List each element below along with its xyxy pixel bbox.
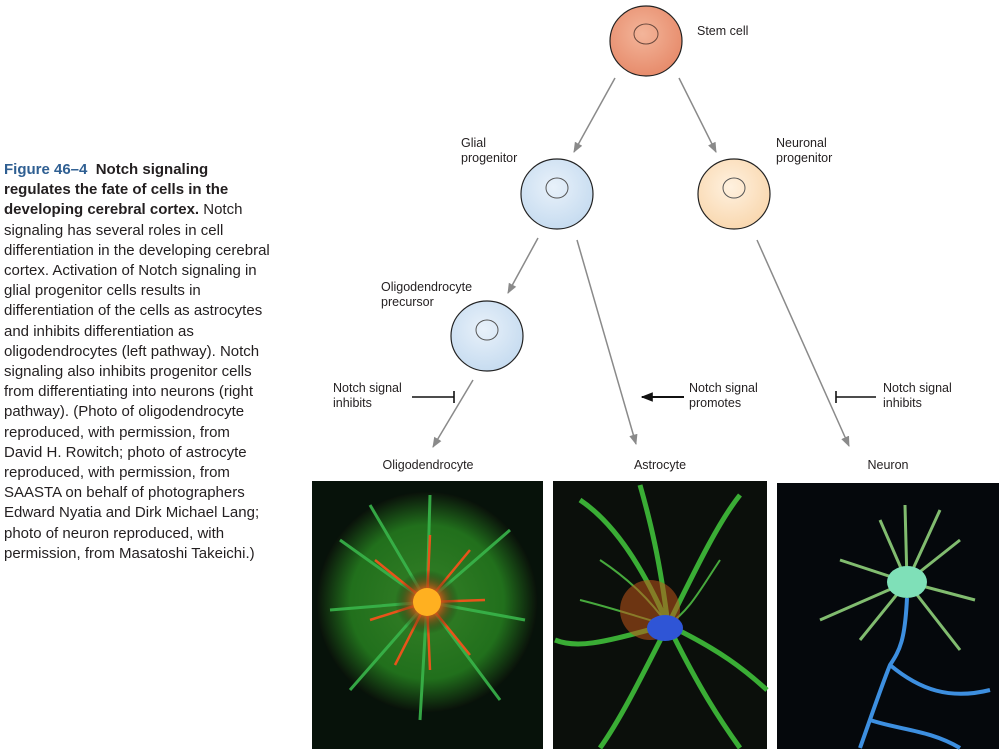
arrow-glial-to-astrocyte	[576, 239, 638, 446]
caption-body: Notch signaling has several roles in cel…	[4, 201, 270, 562]
figure-caption: Figure 46–4 Notch signaling regulates th…	[4, 160, 270, 564]
stem-cell-label: Stem cell	[697, 24, 749, 38]
arrow-glial-to-opc	[507, 237, 539, 294]
astrocyte-label: Astrocyte	[633, 458, 687, 472]
oligodendrocyte-precursor-label: Oligodendrocyte precursor	[381, 280, 473, 309]
figure-number: Figure 46–4	[4, 161, 88, 178]
notch-inhibits-right-label: Notch signal inhibits	[883, 381, 952, 410]
arrow-stem-to-neuronal	[678, 77, 717, 153]
oligodendrocyte-precursor-cell	[450, 300, 524, 372]
figure-title: Notch signaling regulates the fate of ce…	[4, 161, 229, 219]
neuron-photo	[777, 483, 999, 750]
neuronal-progenitor-cell	[697, 158, 771, 230]
glial-progenitor-cell	[520, 158, 594, 230]
inhibit-symbol-left	[412, 391, 455, 403]
arrow-neuronal-to-neuron	[756, 239, 850, 447]
inhibit-symbol-right	[835, 391, 876, 403]
astrocyte-photo	[553, 481, 769, 750]
oligodendrocyte-label: Oligodendrocyte	[382, 458, 474, 472]
oligodendrocyte-photo	[312, 481, 543, 749]
glial-progenitor-label: Glial progenitor	[461, 136, 518, 165]
neuron-label: Neuron	[867, 458, 909, 472]
neuronal-progenitor-label: Neuronal progenitor	[776, 136, 833, 165]
arrow-stem-to-glial	[573, 77, 616, 153]
notch-promotes-label: Notch signal promotes	[689, 381, 758, 410]
arrow-opc-to-oligodendrocyte	[432, 379, 474, 448]
stem-cell	[609, 5, 683, 77]
notch-inhibits-left-label: Notch signal inhibits	[333, 381, 402, 410]
